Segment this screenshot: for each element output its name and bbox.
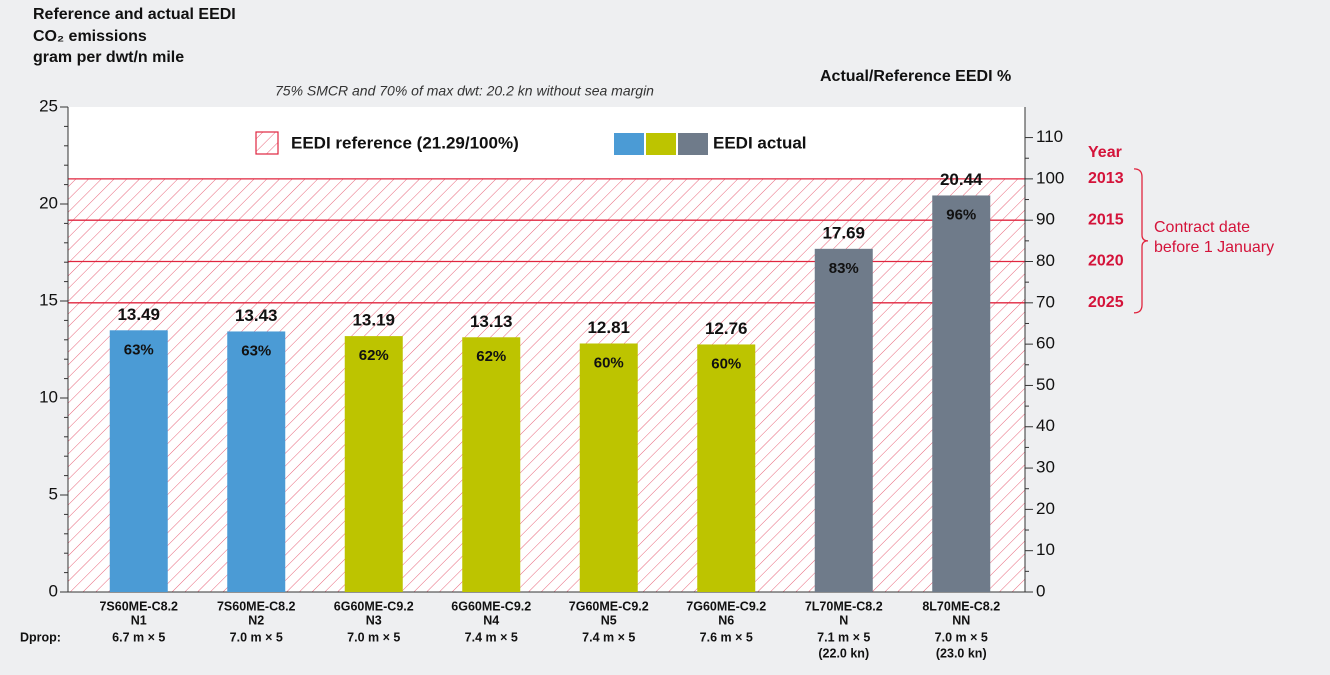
percent-label: 83% xyxy=(829,260,859,277)
legend-actual-swatch xyxy=(646,133,676,155)
y2-tick-label: 10 xyxy=(1036,540,1055,559)
x-tick-label: N6 xyxy=(718,613,734,627)
percent-label: 60% xyxy=(594,354,624,371)
x-tick-label: 7G60ME-C9.2 xyxy=(686,599,766,613)
x-tick-label: 7G60ME-C9.2 xyxy=(569,599,649,613)
x-tick-label: 7.0 m × 5 xyxy=(935,630,988,644)
x-tick-label: 7S60ME-C8.2 xyxy=(99,599,178,613)
value-label: 12.76 xyxy=(705,319,748,338)
x-tick-label: 7.6 m × 5 xyxy=(700,630,753,644)
legend-label: EEDI actual xyxy=(713,133,807,152)
value-label: 17.69 xyxy=(822,223,865,242)
percent-label: 62% xyxy=(476,348,506,365)
x-tick-label: N3 xyxy=(366,613,382,627)
percent-label: 63% xyxy=(124,341,154,358)
reference-area xyxy=(68,178,1025,592)
y2-tick-label: 90 xyxy=(1036,210,1055,229)
year-label: 2013 xyxy=(1088,170,1124,187)
percent-label: 96% xyxy=(946,206,976,223)
year-label: 2025 xyxy=(1088,294,1124,311)
bar xyxy=(462,337,521,592)
y2-tick-label: 80 xyxy=(1036,251,1055,270)
year-label: 2020 xyxy=(1088,253,1124,270)
y-tick-label: 25 xyxy=(39,96,58,115)
x-tick-label: 7.4 m × 5 xyxy=(582,630,635,644)
bar xyxy=(227,331,286,592)
y2-tick-label: 30 xyxy=(1036,458,1055,477)
bar xyxy=(344,336,403,592)
subtitle: 75% SMCR and 70% of max dwt: 20.2 kn wit… xyxy=(275,83,654,99)
value-label: 20.44 xyxy=(940,170,983,189)
x-tick-label: (22.0 kn) xyxy=(818,646,869,660)
year-label: Year xyxy=(1088,144,1122,161)
y2-tick-label: 100 xyxy=(1036,168,1064,187)
x-tick-label: 7S60ME-C8.2 xyxy=(217,599,296,613)
title-line: gram per dwt/n mile xyxy=(33,49,184,66)
legend-reference-swatch xyxy=(255,131,279,155)
x-tick-label: 6G60ME-C9.2 xyxy=(451,599,531,613)
y2-tick-label: 50 xyxy=(1036,375,1055,394)
year-label: 2015 xyxy=(1088,211,1124,228)
value-label: 13.13 xyxy=(470,312,513,331)
x-tick-label: 8L70ME-C8.2 xyxy=(922,599,1000,613)
y-tick-label: 5 xyxy=(49,484,58,503)
legend-label: EEDI reference (21.29/100%) xyxy=(291,133,519,152)
x-tick-label: N4 xyxy=(483,613,499,627)
x-tick-label: 7L70ME-C8.2 xyxy=(805,599,883,613)
x-tick-label: (23.0 kn) xyxy=(936,646,987,660)
y-tick-label: 20 xyxy=(39,193,58,212)
x-tick-label: 6G60ME-C9.2 xyxy=(334,599,414,613)
y2-tick-label: 70 xyxy=(1036,292,1055,311)
y2-tick-label: 110 xyxy=(1036,127,1063,146)
bar xyxy=(109,330,168,592)
y2-tick-label: 0 xyxy=(1036,581,1045,600)
x-tick-label: N2 xyxy=(248,613,264,627)
legend-actual-swatch xyxy=(678,133,708,155)
bracket xyxy=(1133,168,1149,314)
x-tick-label: 7.0 m × 5 xyxy=(347,630,400,644)
row-label: Dprop: xyxy=(20,630,61,644)
y2-tick-label: 20 xyxy=(1036,499,1055,518)
x-tick-label: N1 xyxy=(131,613,147,627)
value-label: 13.49 xyxy=(117,305,160,324)
value-label: 12.81 xyxy=(587,318,630,337)
y2-tick-label: 40 xyxy=(1036,416,1055,435)
x-tick-label: 7.1 m × 5 xyxy=(817,630,870,644)
bar xyxy=(932,195,991,593)
x-tick-label: NN xyxy=(952,613,970,627)
title-line: Reference and actual EEDI xyxy=(33,6,236,23)
percent-label: 60% xyxy=(711,355,741,372)
y-tick-label: 0 xyxy=(49,581,58,600)
percent-label: 63% xyxy=(241,342,271,359)
y2-tick-label: 60 xyxy=(1036,334,1055,353)
y-tick-label: 15 xyxy=(39,290,58,309)
x-tick-label: 6.7 m × 5 xyxy=(112,630,165,644)
value-label: 13.43 xyxy=(235,306,278,325)
value-label: 13.19 xyxy=(352,311,395,330)
bar xyxy=(579,343,638,592)
x-tick-label: 7.0 m × 5 xyxy=(230,630,283,644)
x-tick-label: N xyxy=(839,613,848,627)
legend-actual-swatch xyxy=(614,133,644,155)
bracket-note: before 1 January xyxy=(1154,239,1274,256)
bar xyxy=(814,248,873,592)
bracket-note: Contract date xyxy=(1154,219,1250,236)
y2-axis-label: Actual/Reference EEDI % xyxy=(820,68,1011,85)
bar xyxy=(697,344,756,592)
x-tick-label: 7.4 m × 5 xyxy=(465,630,518,644)
title-line: CO₂ emissions xyxy=(33,28,147,45)
y-tick-label: 10 xyxy=(39,387,58,406)
x-tick-label: N5 xyxy=(601,613,617,627)
percent-label: 62% xyxy=(359,347,389,364)
